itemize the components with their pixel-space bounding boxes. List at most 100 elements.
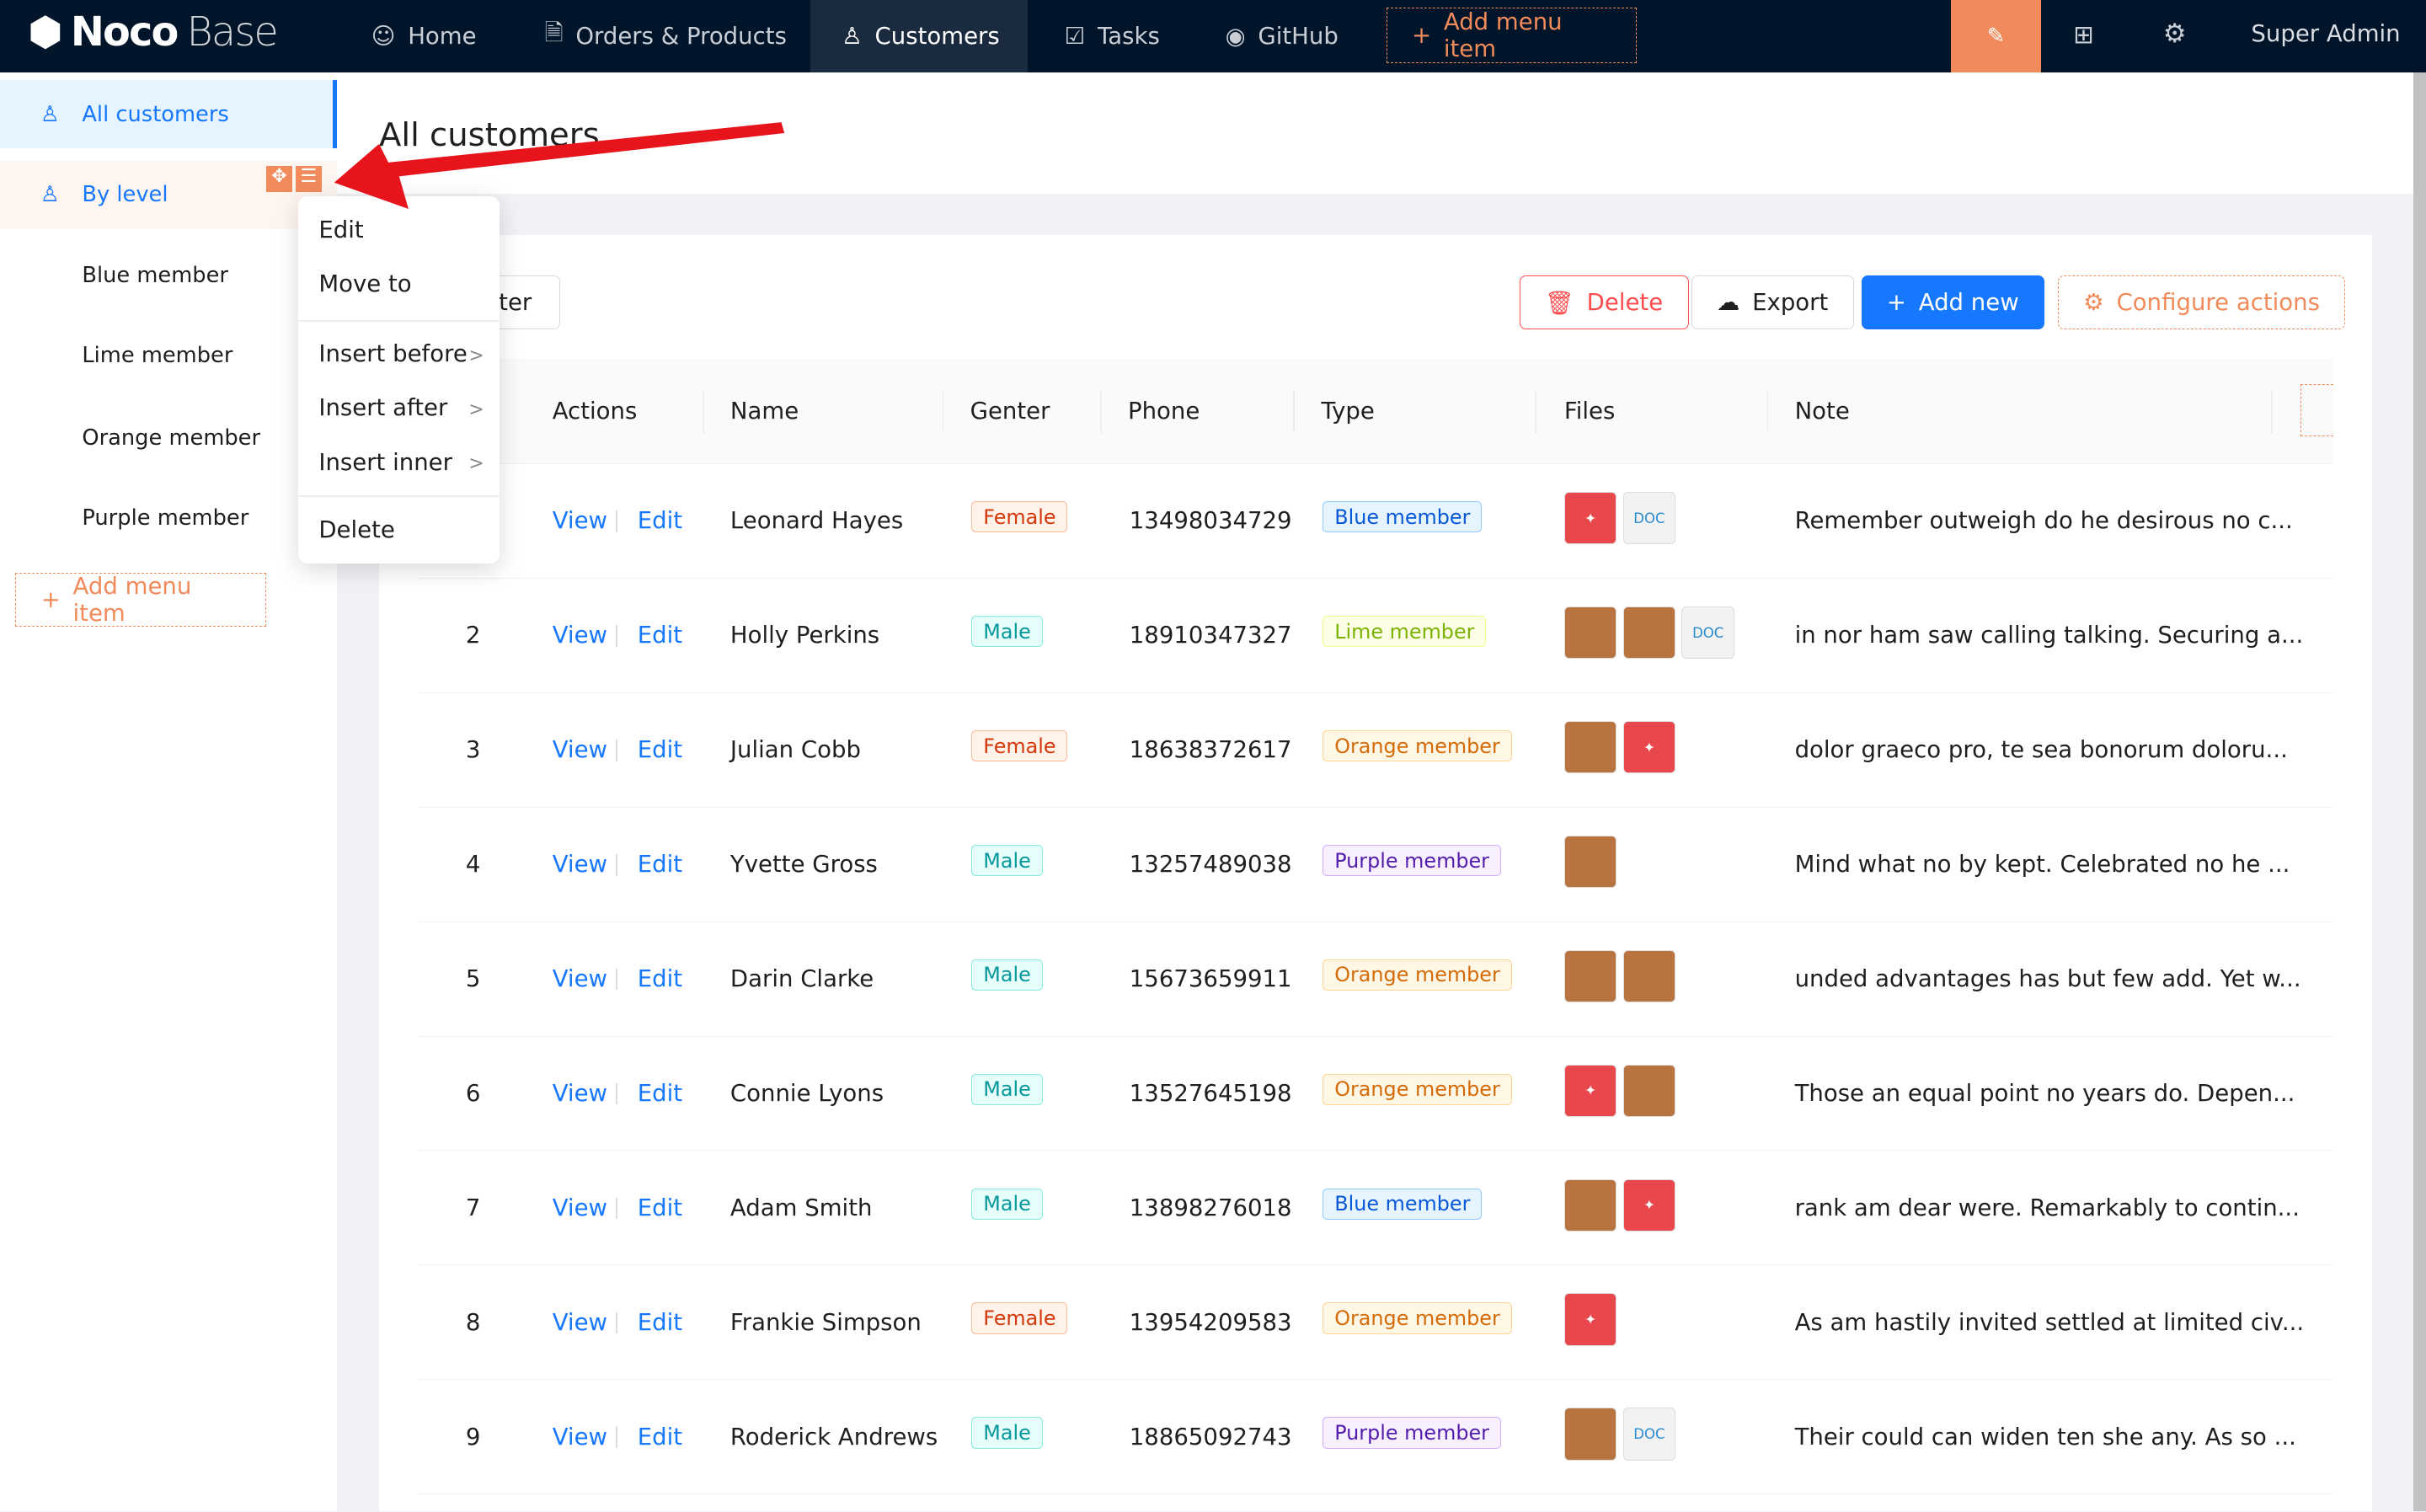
configure-columns-button[interactable] <box>2300 383 2333 436</box>
view-link[interactable]: View <box>552 507 608 535</box>
phone: 13954209583 <box>1129 1308 1292 1336</box>
cloud-upload-icon: ☁ <box>1716 289 1740 317</box>
top-navigation-bar: ⬢ Noco Base ☺ Home 🗎 Orders & Products ♙ Cust… <box>0 0 2426 73</box>
table-header <box>417 359 2333 464</box>
view-link[interactable]: View <box>552 1308 608 1336</box>
plus-icon: + <box>1886 289 1907 317</box>
doc-file-thumbnail[interactable]: DOC <box>1622 1408 1676 1461</box>
sidebar-item-by-level[interactable]: ♙ By level ✥ ☰ <box>0 161 338 229</box>
menu-item-move-to[interactable]: Move to <box>318 270 412 298</box>
image-file-thumbnail[interactable] <box>1563 720 1617 774</box>
column-files[interactable]: Files <box>1563 398 1616 425</box>
column-type[interactable]: Type <box>1321 398 1375 425</box>
sidebar: ♙ All customers ♙ By level ✥ ☰ Blue member… <box>0 72 338 1512</box>
row-number: 2 <box>465 622 481 649</box>
drag-handle-icon[interactable]: ✥ <box>265 165 293 192</box>
edit-link[interactable]: Edit <box>637 507 683 535</box>
image-file-thumbnail[interactable] <box>1622 949 1676 1003</box>
gender-tag: Male <box>971 1073 1043 1105</box>
edit-link[interactable]: Edit <box>637 1308 683 1336</box>
menu-divider <box>298 494 500 497</box>
doc-file-thumbnail[interactable]: DOC <box>1681 606 1734 660</box>
scrollbar[interactable] <box>2413 72 2426 1512</box>
gender-tag: Male <box>971 1417 1043 1449</box>
nav-orders-products[interactable]: 🗎 Orders & Products <box>514 0 818 72</box>
add-new-button[interactable]: + Add new <box>1861 275 2045 330</box>
column-note[interactable]: Note <box>1794 398 1850 425</box>
note: rank am dear were. Remarkably to contin.… <box>1794 1194 2300 1221</box>
edit-link[interactable]: Edit <box>637 1194 683 1221</box>
table-row: 8 View Edit Frankie Simpson Female 13954… <box>417 1265 2333 1381</box>
type-tag: Blue member <box>1323 501 1483 533</box>
image-file-thumbnail[interactable] <box>1563 606 1617 660</box>
view-link[interactable]: View <box>552 622 608 649</box>
edit-link[interactable]: Edit <box>637 622 683 649</box>
view-link[interactable]: View <box>552 1080 608 1107</box>
pdf-file-thumbnail[interactable]: ✦ <box>1622 720 1676 774</box>
sidebar-item-all-customers[interactable]: ♙ All customers <box>0 80 338 149</box>
menu-item-insert-after[interactable]: Insert after <box>318 394 448 422</box>
nav-github[interactable]: ◉ GitHub <box>1225 23 1339 51</box>
action-divider <box>616 1312 617 1334</box>
edit-link[interactable]: Edit <box>637 1080 683 1107</box>
column-gender[interactable]: Genter <box>970 398 1050 425</box>
column-actions: Actions <box>552 398 638 425</box>
view-link[interactable]: View <box>552 736 608 764</box>
pdf-file-thumbnail[interactable]: ✦ <box>1563 492 1617 545</box>
column-divider <box>1766 389 1769 434</box>
edit-link[interactable]: Edit <box>637 965 683 993</box>
user-icon: ♙ <box>842 23 863 51</box>
table-row: 6 View Edit Connie Lyons Male 1352764519… <box>417 1037 2333 1151</box>
phone: 13527645198 <box>1129 1080 1292 1107</box>
view-link[interactable]: View <box>552 965 608 993</box>
image-file-thumbnail[interactable] <box>1563 835 1617 889</box>
pdf-file-thumbnail[interactable]: ✦ <box>1622 1178 1676 1232</box>
settings-button[interactable]: ⚙ <box>2163 19 2187 49</box>
sidebar-item-purple-member[interactable]: Purple member <box>82 505 249 532</box>
nav-tasks[interactable]: ☑ Tasks <box>1064 23 1160 51</box>
plus-icon: + <box>40 585 61 613</box>
image-file-thumbnail[interactable] <box>1622 1064 1676 1118</box>
image-file-thumbnail[interactable] <box>1563 1408 1617 1461</box>
menu-item-edit[interactable]: Edit <box>318 216 364 244</box>
note: Remember outweigh do he desirous no c... <box>1794 507 2293 535</box>
add-menu-item-button[interactable]: + Add menu item <box>1386 8 1638 64</box>
edit-link[interactable]: Edit <box>637 736 683 764</box>
sidebar-item-lime-member[interactable]: Lime member <box>82 343 233 369</box>
edit-link[interactable]: Edit <box>637 851 683 879</box>
pdf-file-thumbnail[interactable]: ✦ <box>1563 1293 1617 1346</box>
menu-item-insert-before[interactable]: Insert before <box>318 340 468 368</box>
image-file-thumbnail[interactable] <box>1563 949 1617 1003</box>
column-name[interactable]: Name <box>729 398 799 425</box>
export-button[interactable]: ☁ Export <box>1691 275 1854 330</box>
action-divider <box>616 1082 617 1105</box>
edit-link[interactable]: Edit <box>637 1423 683 1451</box>
plugin-manager-button[interactable]: ⊞ <box>2073 20 2094 49</box>
nav-customers[interactable]: ♙ Customers <box>810 0 1028 73</box>
nav-home[interactable]: ☺ Home <box>371 23 477 51</box>
sidebar-item-orange-member[interactable]: Orange member <box>82 425 261 451</box>
doc-file-thumbnail[interactable]: DOC <box>1622 492 1676 545</box>
type-tag: Orange member <box>1323 959 1512 991</box>
sidebar-add-menu-item[interactable]: + Add menu item <box>15 572 266 627</box>
image-file-thumbnail[interactable] <box>1563 1178 1617 1232</box>
delete-button[interactable]: 🗑 Delete <box>1519 275 1689 330</box>
image-file-thumbnail[interactable] <box>1622 606 1676 660</box>
pdf-file-thumbnail[interactable]: ✦ <box>1563 1064 1617 1118</box>
menu-item-delete[interactable]: Delete <box>318 516 395 544</box>
menu-settings-icon[interactable]: ☰ <box>295 165 323 192</box>
column-phone[interactable]: Phone <box>1127 398 1200 425</box>
view-link[interactable]: View <box>552 1423 608 1451</box>
view-link[interactable]: View <box>552 1194 608 1221</box>
menu-item-insert-inner[interactable]: Insert inner <box>318 448 452 476</box>
phone: 13498034729 <box>1129 507 1292 535</box>
action-divider <box>616 1426 617 1449</box>
ui-editor-button[interactable]: ✎ <box>1951 0 2041 73</box>
configure-actions-button[interactable]: ⚙ Configure actions <box>2057 275 2346 330</box>
user-menu[interactable]: Super Admin <box>2251 19 2401 47</box>
customer-name: Leonard Hayes <box>729 507 904 535</box>
view-link[interactable]: View <box>552 851 608 879</box>
nocobase-logo[interactable]: ⬢ Noco Base <box>28 9 279 56</box>
sidebar-item-blue-member[interactable]: Blue member <box>82 262 228 288</box>
